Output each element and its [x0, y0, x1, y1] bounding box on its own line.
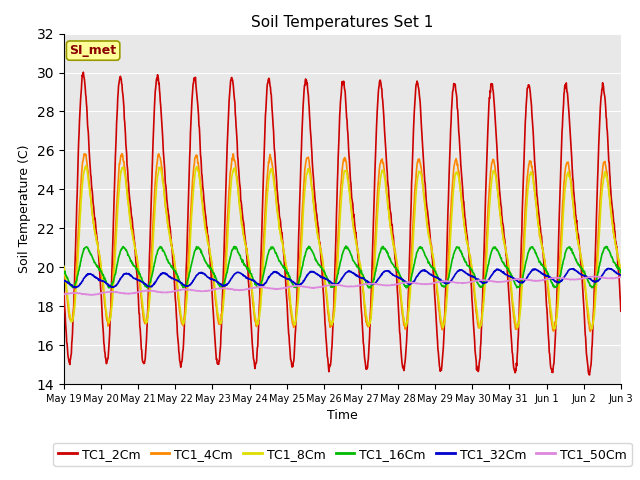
Text: SI_met: SI_met [70, 44, 116, 57]
X-axis label: Time: Time [327, 409, 358, 422]
Legend: TC1_2Cm, TC1_4Cm, TC1_8Cm, TC1_16Cm, TC1_32Cm, TC1_50Cm: TC1_2Cm, TC1_4Cm, TC1_8Cm, TC1_16Cm, TC1… [53, 443, 632, 466]
Title: Soil Temperatures Set 1: Soil Temperatures Set 1 [252, 15, 433, 30]
Y-axis label: Soil Temperature (C): Soil Temperature (C) [18, 144, 31, 273]
